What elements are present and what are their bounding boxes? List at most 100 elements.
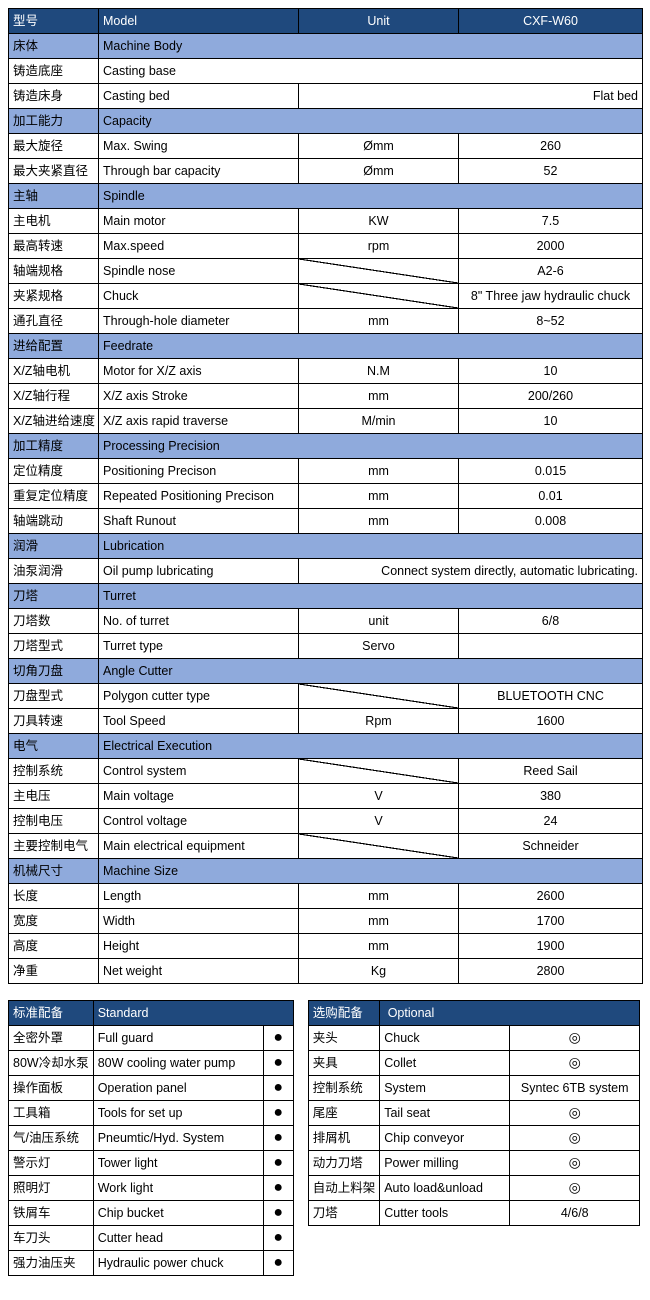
table-row: X/Z轴进给速度X/Z axis rapid traverseM/min10 [9, 409, 643, 434]
row-val: 2000 [459, 234, 643, 259]
opt-en: Chuck [380, 1026, 510, 1051]
std-cn: 车刀头 [9, 1226, 94, 1251]
section-cn: 床体 [9, 34, 99, 59]
table-row: 刀具转速Tool SpeedRpm1600 [9, 709, 643, 734]
row-en: Control system [99, 759, 299, 784]
row-val: BLUETOOTH CNC [459, 684, 643, 709]
row-en: Max.speed [99, 234, 299, 259]
row-unit: mm [299, 459, 459, 484]
row-cn: 重复定位精度 [9, 484, 99, 509]
section-cn: 润滑 [9, 534, 99, 559]
row-cn: 定位精度 [9, 459, 99, 484]
row-en: Through bar capacity [99, 159, 299, 184]
row-en: Shaft Runout [99, 509, 299, 534]
table-row: 刀塔数No. of turretunit6/8 [9, 609, 643, 634]
std-en: Hydraulic power chuck [93, 1251, 263, 1276]
table-row: 最高转速Max.speedrpm2000 [9, 234, 643, 259]
row-val: 0.015 [459, 459, 643, 484]
row-unit: rpm [299, 234, 459, 259]
row-cn: 油泵润滑 [9, 559, 99, 584]
row-cn: 主电压 [9, 784, 99, 809]
row-en: Spindle nose [99, 259, 299, 284]
row-en: Height [99, 934, 299, 959]
table-row: 铁屑车Chip bucket● [9, 1201, 294, 1226]
opt-cn: 自动上料架 [308, 1176, 380, 1201]
table-row: 工具箱Tools for set up● [9, 1101, 294, 1126]
row-unit: Servo [299, 634, 459, 659]
std-cn: 强力油压夹 [9, 1251, 94, 1276]
opt-cn: 动力刀塔 [308, 1151, 380, 1176]
row-en: Through-hole diameter [99, 309, 299, 334]
table-row: 尾座Tail seat◎ [308, 1101, 640, 1126]
opt-en: Chip conveyor [380, 1126, 510, 1151]
header-cn: 型号 [9, 9, 99, 34]
row-unit: V [299, 809, 459, 834]
row-cn: 铸造床身 [9, 84, 99, 109]
section-en: Machine Size [99, 859, 643, 884]
std-en: Pneumtic/Hyd. System [93, 1126, 263, 1151]
std-cn: 照明灯 [9, 1176, 94, 1201]
std-mark-dot-icon: ● [263, 1226, 293, 1251]
table-row: 照明灯Work light● [9, 1176, 294, 1201]
table-row: 夹具Collet◎ [308, 1051, 640, 1076]
opt-mark-ring-icon: ◎ [510, 1051, 640, 1076]
optional-table: 选购配备 Optional夹头Chuck◎夹具Collet◎控制系统System… [308, 1000, 641, 1226]
std-mark-dot-icon: ● [263, 1051, 293, 1076]
row-en: X/Z axis Stroke [99, 384, 299, 409]
row-val: Flat bed [299, 84, 643, 109]
opt-mark: 4/6/8 [510, 1201, 640, 1226]
std-header-en: Standard [93, 1001, 293, 1026]
opt-cn: 夹具 [308, 1051, 380, 1076]
row-unit: mm [299, 384, 459, 409]
row-val: 10 [459, 359, 643, 384]
row-unit: mm [299, 309, 459, 334]
table-row: 定位精度Positioning Precisonmm0.015 [9, 459, 643, 484]
table-row: 高度Heightmm1900 [9, 934, 643, 959]
opt-en: Cutter tools [380, 1201, 510, 1226]
row-val: 200/260 [459, 384, 643, 409]
table-row: 警示灯Tower light● [9, 1151, 294, 1176]
table-row: 最大夹紧直径Through bar capacityØmm52 [9, 159, 643, 184]
row-unit: mm [299, 509, 459, 534]
row-cn: 控制电压 [9, 809, 99, 834]
row-en: Width [99, 909, 299, 934]
row-cn: X/Z轴电机 [9, 359, 99, 384]
table-row: 油泵润滑Oil pump lubricatingConnect system d… [9, 559, 643, 584]
row-val: 1600 [459, 709, 643, 734]
section-en: Processing Precision [99, 434, 643, 459]
table-row: X/Z轴电机Motor for X/Z axisN.M10 [9, 359, 643, 384]
row-en: Control voltage [99, 809, 299, 834]
row-cn: 最大旋径 [9, 134, 99, 159]
row-en: Polygon cutter type [99, 684, 299, 709]
row-cn: 宽度 [9, 909, 99, 934]
row-cn: 长度 [9, 884, 99, 909]
section-en: Spindle [99, 184, 643, 209]
std-en: Tools for set up [93, 1101, 263, 1126]
opt-en: Auto load&unload [380, 1176, 510, 1201]
row-en: Main motor [99, 209, 299, 234]
row-unit: KW [299, 209, 459, 234]
row-en: Casting base [99, 59, 643, 84]
row-val: 52 [459, 159, 643, 184]
bottom-tables: 标准配备Standard全密外罩Full guard●80W冷却水泵80W co… [8, 1000, 642, 1276]
opt-cn: 尾座 [308, 1101, 380, 1126]
opt-mark: Syntec 6TB system [510, 1076, 640, 1101]
opt-header-en: Optional [380, 1001, 640, 1026]
row-val: 2600 [459, 884, 643, 909]
table-row: 夹头Chuck◎ [308, 1026, 640, 1051]
row-cn: 轴端跳动 [9, 509, 99, 534]
table-row: 动力刀塔Power milling◎ [308, 1151, 640, 1176]
table-row: 排屑机Chip conveyor◎ [308, 1126, 640, 1151]
row-en: Chuck [99, 284, 299, 309]
row-unit-slash [299, 759, 459, 784]
row-cn: 控制系统 [9, 759, 99, 784]
table-row: 宽度Widthmm1700 [9, 909, 643, 934]
row-unit-slash [299, 259, 459, 284]
header-unit: Unit [299, 9, 459, 34]
section-cn: 加工精度 [9, 434, 99, 459]
row-en: Turret type [99, 634, 299, 659]
section-en: Feedrate [99, 334, 643, 359]
row-cn: 高度 [9, 934, 99, 959]
table-row: 铸造床身Casting bedFlat bed [9, 84, 643, 109]
row-en: Oil pump lubricating [99, 559, 299, 584]
